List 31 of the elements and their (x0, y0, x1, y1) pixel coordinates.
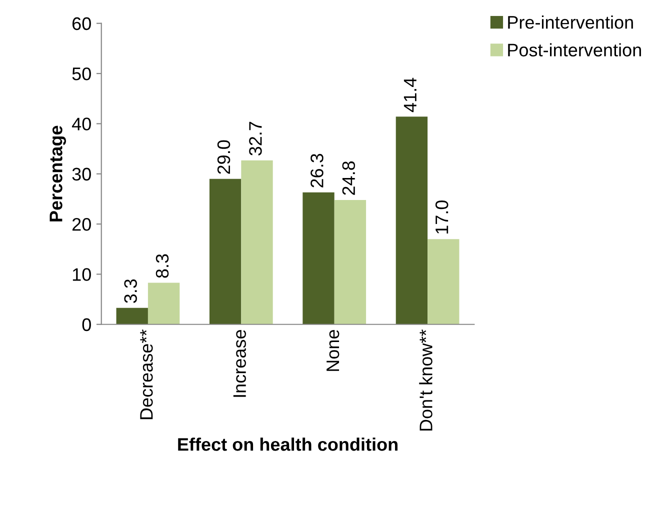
data-label: 41.4 (404, 78, 416, 112)
data-label: 32.7 (249, 122, 262, 156)
bar (241, 160, 273, 324)
data-label: 17.0 (435, 200, 448, 234)
y-tick-label: 40 (72, 118, 91, 130)
data-label: 26.3 (310, 154, 324, 188)
y-tick-label: 60 (72, 17, 91, 30)
x-tick-label: Don't know** (419, 330, 432, 431)
data-label: 8.3 (156, 254, 169, 278)
y-tick-label: 0 (82, 318, 91, 332)
legend-label: Pre-intervention (508, 16, 633, 29)
x-axis-title: Effect on health condition (178, 438, 398, 451)
bar (396, 116, 428, 324)
x-tick-label: Increase (233, 330, 246, 397)
data-label: 29.0 (217, 140, 230, 174)
bar (302, 192, 334, 324)
data-label: 24.8 (342, 161, 356, 195)
data-label: 3.3 (124, 279, 137, 303)
y-axis-title: Percentage (50, 126, 66, 222)
x-tick-label: None (326, 330, 340, 371)
bar (209, 178, 242, 324)
bar (334, 200, 366, 324)
y-tick-label: 10 (72, 268, 91, 281)
bar (116, 308, 148, 324)
y-tick-label: 50 (72, 67, 91, 80)
legend-label: Post-intervention (508, 43, 641, 56)
x-tick-label: Decrease** (140, 330, 153, 420)
bar (428, 239, 460, 324)
y-tick-label: 20 (72, 218, 91, 231)
bar (148, 282, 180, 324)
y-tick-label: 30 (72, 168, 91, 181)
